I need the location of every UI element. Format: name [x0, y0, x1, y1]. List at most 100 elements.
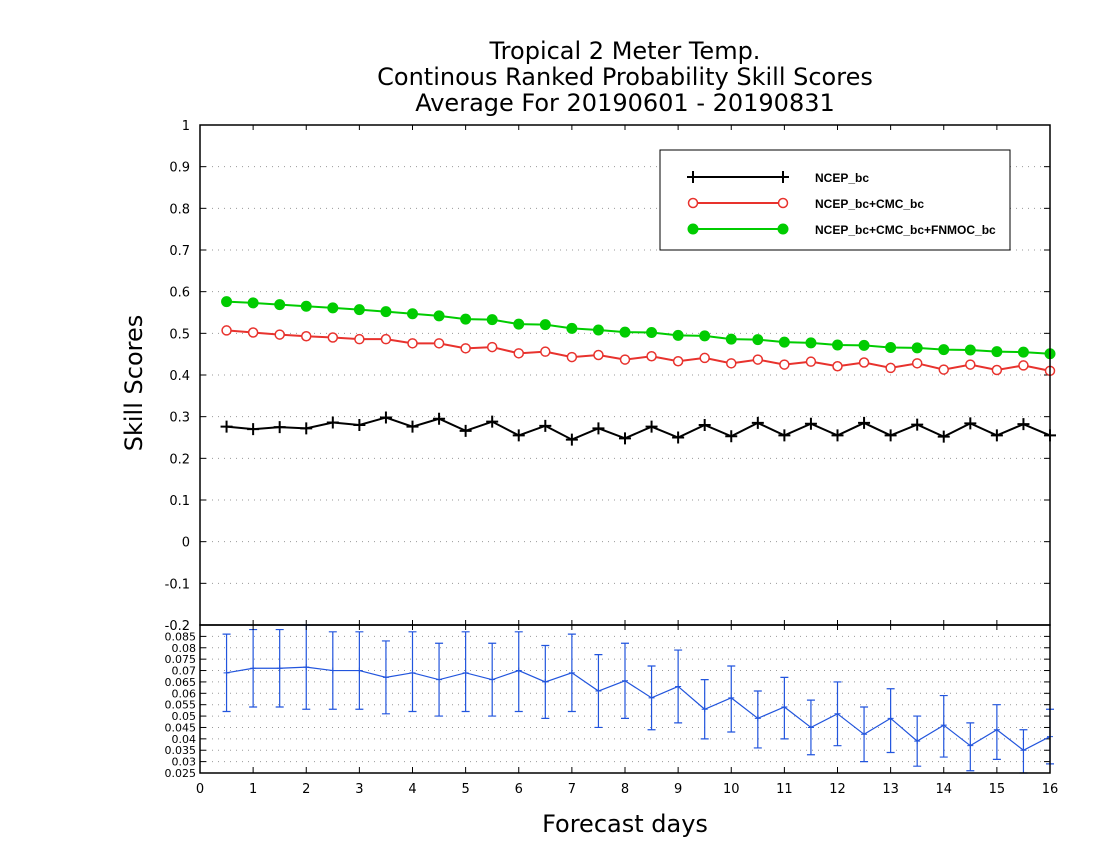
data-point	[885, 362, 896, 374]
x-tick-label: 9	[674, 782, 682, 797]
difference-line	[226, 666, 1051, 751]
data-point	[592, 422, 605, 435]
data-point	[752, 334, 764, 346]
data-point	[990, 429, 1003, 442]
legend-marker	[687, 171, 699, 183]
data-point	[513, 318, 525, 330]
difference-point	[329, 667, 336, 674]
data-point	[1018, 360, 1029, 371]
data-point	[326, 416, 339, 429]
data-point	[407, 338, 418, 349]
x-tick-label: 10	[723, 782, 740, 797]
data-point	[991, 346, 1003, 358]
series-line-1	[226, 416, 1051, 441]
y-tick-label: 0.1	[169, 494, 190, 509]
difference-point	[568, 669, 575, 676]
y-tick-label: 0.5	[169, 327, 190, 342]
data-point	[380, 306, 392, 318]
y-tick-label: 0.035	[165, 744, 197, 757]
difference-point	[940, 722, 947, 729]
data-point	[672, 329, 684, 341]
difference-point	[648, 694, 655, 701]
data-point	[379, 411, 392, 424]
chart-title: Tropical 2 Meter Temp.Continous Ranked P…	[377, 37, 873, 117]
y-tick-label: 0.08	[172, 642, 197, 655]
data-point	[353, 419, 366, 431]
data-point	[380, 333, 392, 345]
data-point	[354, 333, 365, 345]
data-point	[327, 332, 339, 343]
x-axis-label: Forecast days	[542, 810, 708, 838]
x-tick-label: 16	[1042, 782, 1059, 797]
y-tick-label: 0.05	[172, 710, 197, 723]
y-tick-label: -0.2	[165, 619, 190, 634]
data-point	[832, 361, 843, 372]
data-point	[938, 344, 950, 356]
sub-plot-frame	[199, 624, 1051, 774]
data-point	[433, 310, 445, 322]
data-point	[406, 420, 419, 433]
y-tick-label: -0.1	[165, 577, 190, 592]
x-tick-label: 7	[568, 782, 576, 797]
y-tick-label: 0.04	[172, 733, 197, 746]
data-point	[247, 327, 259, 338]
difference-point	[754, 715, 761, 722]
x-tick-label: 6	[515, 782, 523, 797]
data-point	[540, 346, 551, 357]
legend-marker	[777, 171, 789, 183]
data-point	[247, 297, 259, 309]
x-tick-label: 12	[829, 782, 846, 797]
x-tick-label: 1	[249, 782, 257, 797]
difference-point	[489, 676, 496, 683]
x-tick-label: 0	[196, 782, 204, 797]
data-point	[991, 364, 1003, 376]
data-point	[911, 418, 924, 431]
y-tick-label: 0.8	[169, 202, 190, 217]
difference-point	[675, 683, 682, 690]
data-point	[300, 300, 312, 312]
data-point	[539, 419, 552, 432]
legend-marker	[777, 197, 789, 209]
y-tick-label: 0.085	[165, 630, 197, 643]
data-point	[726, 358, 737, 369]
data-point	[646, 327, 658, 338]
data-point	[645, 420, 658, 433]
data-point	[831, 429, 844, 442]
data-point	[778, 336, 790, 348]
difference-point	[382, 674, 389, 681]
difference-point	[967, 742, 974, 749]
title-line-3: Average For 20190601 - 20190831	[415, 89, 835, 117]
error-bar-panel: 0.0250.030.0350.040.0450.050.0550.060.06…	[165, 624, 1059, 797]
data-point	[221, 296, 233, 308]
data-point	[672, 356, 684, 367]
x-tick-label: 2	[302, 782, 310, 797]
y-tick-label: 0.025	[165, 767, 197, 780]
y-tick-label: 0.065	[165, 676, 197, 689]
x-tick-label: 14	[935, 782, 952, 797]
data-point	[353, 304, 365, 316]
y-tick-label: 0.2	[169, 452, 190, 467]
y-tick-label: 0.9	[169, 161, 190, 176]
data-point	[725, 430, 738, 443]
data-point	[698, 419, 711, 431]
data-point	[273, 421, 286, 434]
data-point	[593, 349, 604, 361]
data-point	[512, 429, 525, 442]
data-point	[1017, 346, 1029, 358]
y-tick-label: 0.055	[165, 699, 197, 712]
data-point	[805, 356, 817, 367]
data-point	[884, 429, 897, 442]
legend-marker	[777, 223, 789, 235]
data-point	[327, 302, 339, 314]
difference-point	[462, 669, 469, 676]
difference-point	[887, 715, 894, 722]
data-point	[1017, 418, 1030, 431]
data-point	[938, 364, 949, 375]
series-line-3	[226, 300, 1051, 355]
data-point	[646, 351, 657, 362]
x-tick-label: 4	[408, 782, 416, 797]
difference-point	[861, 731, 868, 738]
data-point	[565, 433, 578, 446]
data-point	[221, 325, 232, 336]
